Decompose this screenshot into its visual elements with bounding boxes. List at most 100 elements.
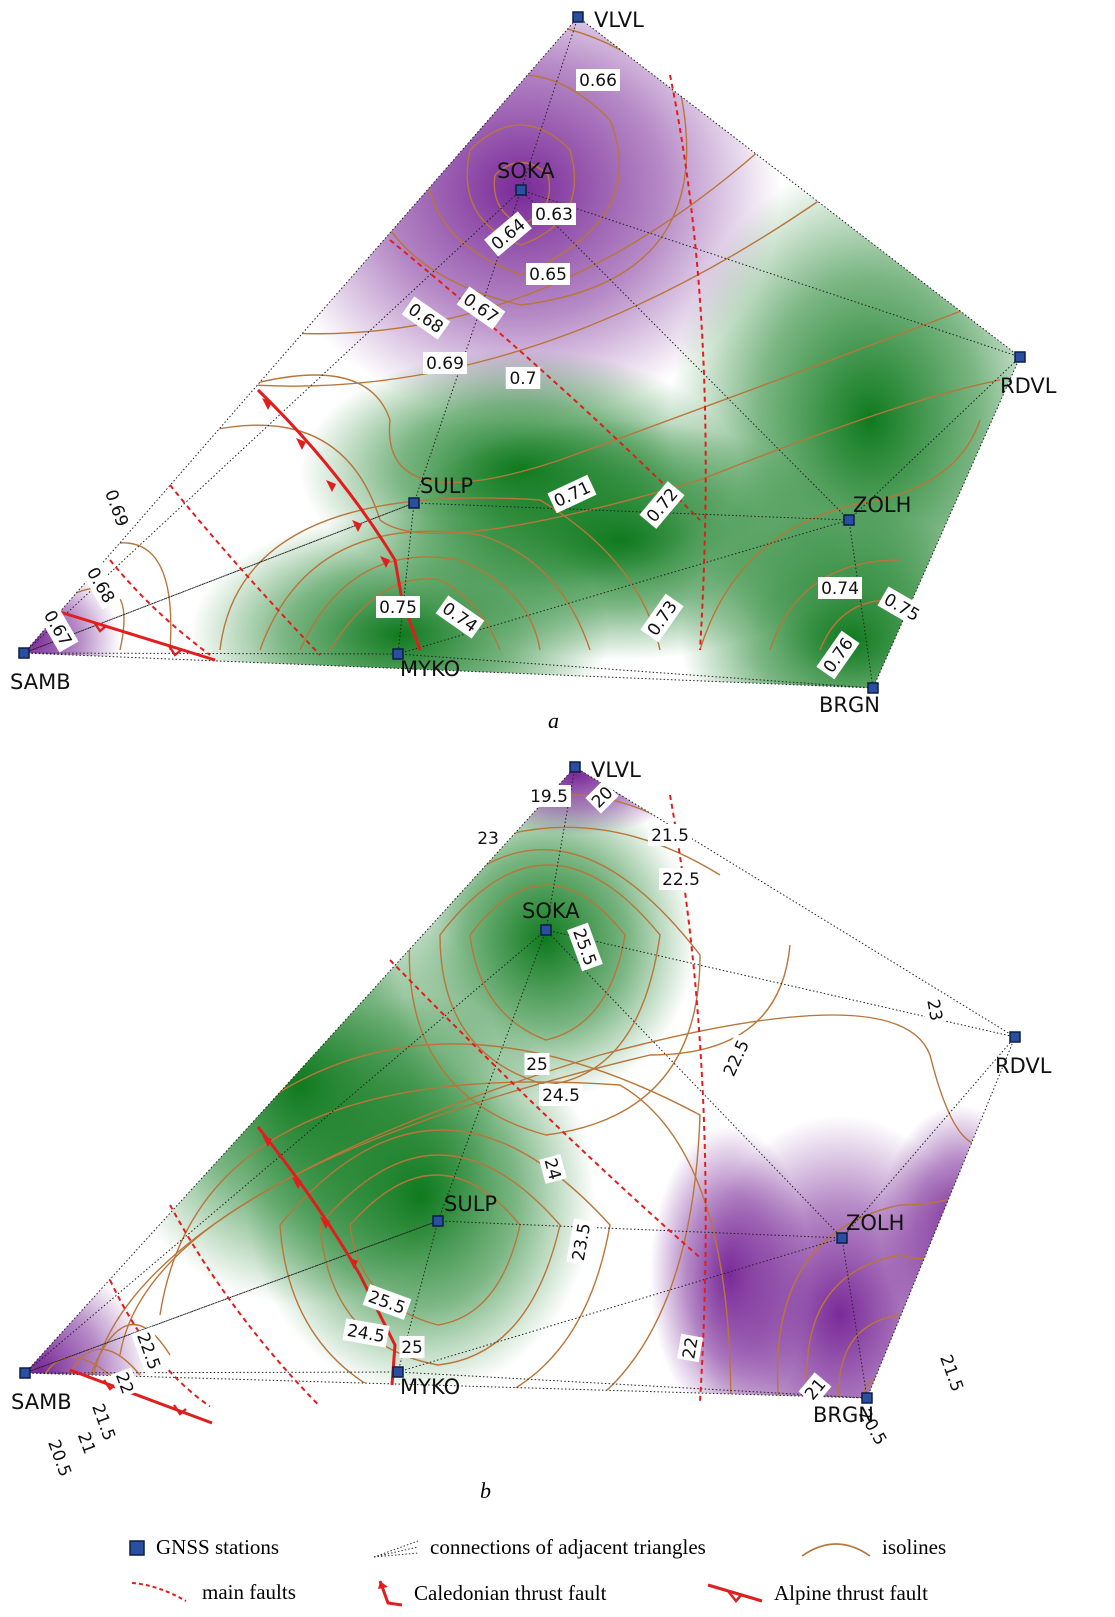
thrust-tooth (262, 1135, 272, 1147)
connection-line (24, 1220, 439, 1374)
isoline-label: 25 (524, 1053, 550, 1075)
connection-line (545, 766, 576, 931)
connection-line (413, 502, 850, 521)
legend-caledonian: Caledonian thrust fault (374, 1579, 606, 1607)
isoline (219, 497, 661, 651)
gnss-stations: VLVL SOKA RDVL SULP ZOLH SAMB MYKO BRGN (10, 8, 1057, 717)
station-label-samb: SAMB (10, 670, 71, 694)
isoline-label: 0.69 (423, 352, 467, 374)
station-label-soka: SOKA (497, 159, 555, 183)
legend-gnss-label: GNSS stations (156, 1535, 280, 1559)
gnss-station-icon (129, 1539, 145, 1556)
alpine-thrust-fault (69, 1368, 213, 1425)
isoline-value: 23 (477, 829, 499, 849)
main-fault (109, 559, 211, 656)
isoline (769, 559, 901, 651)
thrust-tooth (380, 556, 390, 568)
connection-line (437, 1220, 843, 1239)
connection-line (545, 929, 843, 1239)
connection-line (848, 356, 1021, 521)
thrust-tooth (292, 1177, 302, 1189)
isoline (259, 530, 591, 651)
isoline (99, 379, 1001, 534)
isoline-label: 0.66 (576, 69, 620, 91)
station-label-vlvl: VLVL (594, 8, 644, 32)
isoline-value: 24.5 (542, 1086, 580, 1106)
isoline-value: 22 (679, 1336, 702, 1361)
isoline-value: 0.65 (529, 265, 567, 285)
connection-line (23, 652, 399, 655)
isoline (699, 419, 981, 651)
color-field (24, 17, 1020, 688)
station-samb (18, 647, 30, 659)
connection-line (520, 16, 579, 191)
station-label-brgn: BRGN (819, 693, 880, 717)
alpine-thrust-fault (59, 610, 216, 662)
connection-line (574, 766, 1016, 1038)
legend-alpine: Alpine thrust fault (706, 1579, 928, 1607)
legend-alpine-label: Alpine thrust fault (774, 1580, 928, 1605)
isoline (439, 864, 661, 1086)
alpine-tooth (103, 1379, 117, 1391)
alpine-thrust-icon (707, 1583, 763, 1603)
main-fault (389, 239, 701, 521)
station-label-rdvl: RDVL (995, 1054, 1052, 1078)
alpine-tooth (168, 645, 182, 657)
isoline-value: 25 (526, 1055, 548, 1075)
isoline-value: 0.75 (379, 598, 417, 618)
station-label-samb: SAMB (11, 1390, 72, 1414)
caption-a: a (548, 708, 559, 733)
station-label-sulp: SULP (420, 474, 473, 498)
isoline (819, 599, 891, 651)
isoline (199, 1043, 701, 1398)
isoline-label: 25 (399, 1336, 425, 1358)
isoline (299, 556, 541, 651)
station-sulp (408, 497, 420, 509)
legend-isolines: isolines (800, 1535, 946, 1560)
isoline-label: 20.5 (42, 1433, 78, 1483)
isoline-value: 25 (401, 1338, 423, 1358)
station-label-sulp: SULP (444, 1192, 497, 1216)
legend-main-faults: main faults (128, 1579, 296, 1605)
station-label-myko: MYKO (400, 1375, 460, 1399)
connection-line (397, 1371, 868, 1399)
connection-line (23, 502, 415, 654)
isoline-label: 0.65 (526, 263, 570, 285)
isoline-value: 0.69 (426, 354, 464, 374)
alpine-tooth (93, 621, 107, 633)
connection-line (23, 652, 874, 689)
legend-caledonian-label: Caledonian thrust fault (414, 1580, 607, 1605)
isoline-value: 20.5 (43, 1437, 75, 1479)
station-zolh (836, 1232, 848, 1244)
connection-line (24, 1371, 399, 1374)
station-myko (392, 1366, 404, 1378)
station-label-brgn: BRGN (813, 1403, 874, 1427)
azimuth-map-b: 19.5 2021.522.52325.52524.52322.52423.522… (11, 758, 1052, 1483)
isoline (329, 578, 501, 651)
isoline (838, 1314, 901, 1398)
isoline-value: 23 (922, 998, 945, 1023)
isoline-value: 19.5 (530, 787, 568, 807)
isoline-value: 0.7 (509, 369, 536, 389)
station-rdvl (1009, 1031, 1021, 1043)
caledonian-thrust-fault (256, 388, 422, 651)
isoline-value: 22.5 (662, 870, 700, 890)
velocity-map-a: 0.660.630.640.650.670.680.690.70.71 0.720… (10, 8, 1057, 717)
station-soka (540, 924, 552, 936)
isoline-icon (801, 1542, 871, 1557)
isoline-label: 0.74 (818, 577, 862, 599)
color-blob (25, 1260, 150, 1398)
gnss-stations: VLVL SOKA RDVL SULP ZOLH SAMB MYKO BRGN (11, 758, 1052, 1427)
station-label-zolh: ZOLH (846, 1211, 904, 1235)
isoline (199, 199, 821, 387)
alpine-tooth (173, 1404, 187, 1416)
thrust-tooth (296, 438, 306, 450)
station-rdvl (1014, 351, 1026, 363)
station-label-zolh: ZOLH (853, 493, 911, 517)
main-fault (169, 1204, 321, 1408)
station-label-myko: MYKO (400, 657, 460, 681)
isoline-value: 0.66 (579, 71, 617, 91)
connection-line (848, 519, 874, 689)
map-panel-b: 19.5 20 21.5 22.5 23 25.5 25 24.5 23 22.5 24 23.5 22… (0, 755, 1115, 1515)
isoline-label: 21.5 (648, 824, 692, 846)
